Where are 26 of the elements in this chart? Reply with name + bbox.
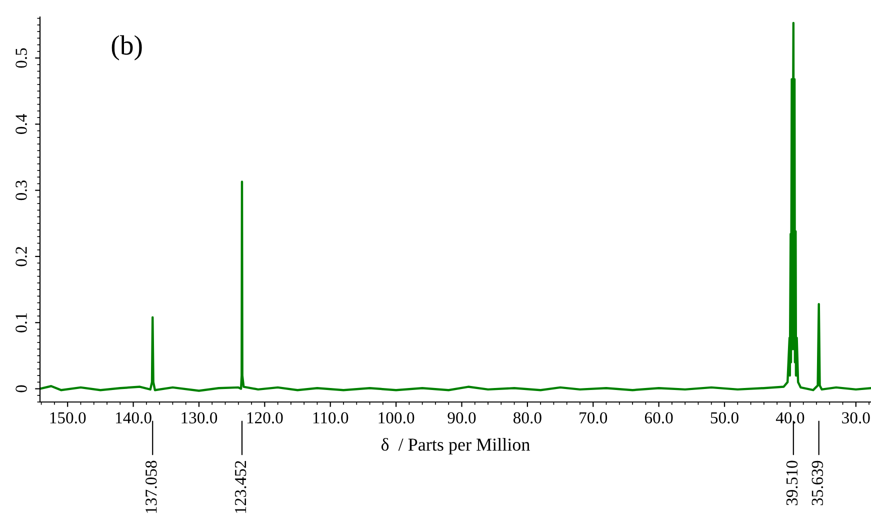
x-tick-label: 40.0 xyxy=(776,412,804,424)
x-tick-label: 60.0 xyxy=(644,412,673,424)
annotation: 137.058 xyxy=(146,460,157,513)
annotation: 39.510 xyxy=(786,460,798,506)
annotation: 35.639 xyxy=(812,460,824,506)
x-axis-title: δ / Parts per Million xyxy=(381,438,530,454)
x-tick-label: 90.0 xyxy=(448,412,476,424)
x-tick-label: 130.0 xyxy=(182,412,218,424)
y-tick-label: 0.2 xyxy=(16,246,27,266)
x-tick-label: 30.0 xyxy=(842,412,870,424)
y-tick-label: 0.1 xyxy=(16,313,27,332)
x-tick-label: 80.0 xyxy=(513,412,542,424)
x-tick-label: 120.0 xyxy=(247,412,283,424)
y-tick-label: 0 xyxy=(16,385,27,392)
y-tick-label: 0.5 xyxy=(16,48,27,68)
y-tick-label: 0.4 xyxy=(16,114,27,134)
x-tick-label: 70.0 xyxy=(580,412,608,424)
y-tick-label: 0.3 xyxy=(16,180,27,200)
line-series xyxy=(40,22,871,392)
annotation: 123.452 xyxy=(234,461,246,513)
x-tick-label: 110.0 xyxy=(313,412,348,424)
x-tick-label: 50.0 xyxy=(710,412,738,424)
x-tick-label: 140.0 xyxy=(116,412,152,424)
x-tick-label: 150.0 xyxy=(50,412,86,424)
annotation: (b) xyxy=(112,35,142,60)
x-tick-label: 100.0 xyxy=(378,412,414,424)
